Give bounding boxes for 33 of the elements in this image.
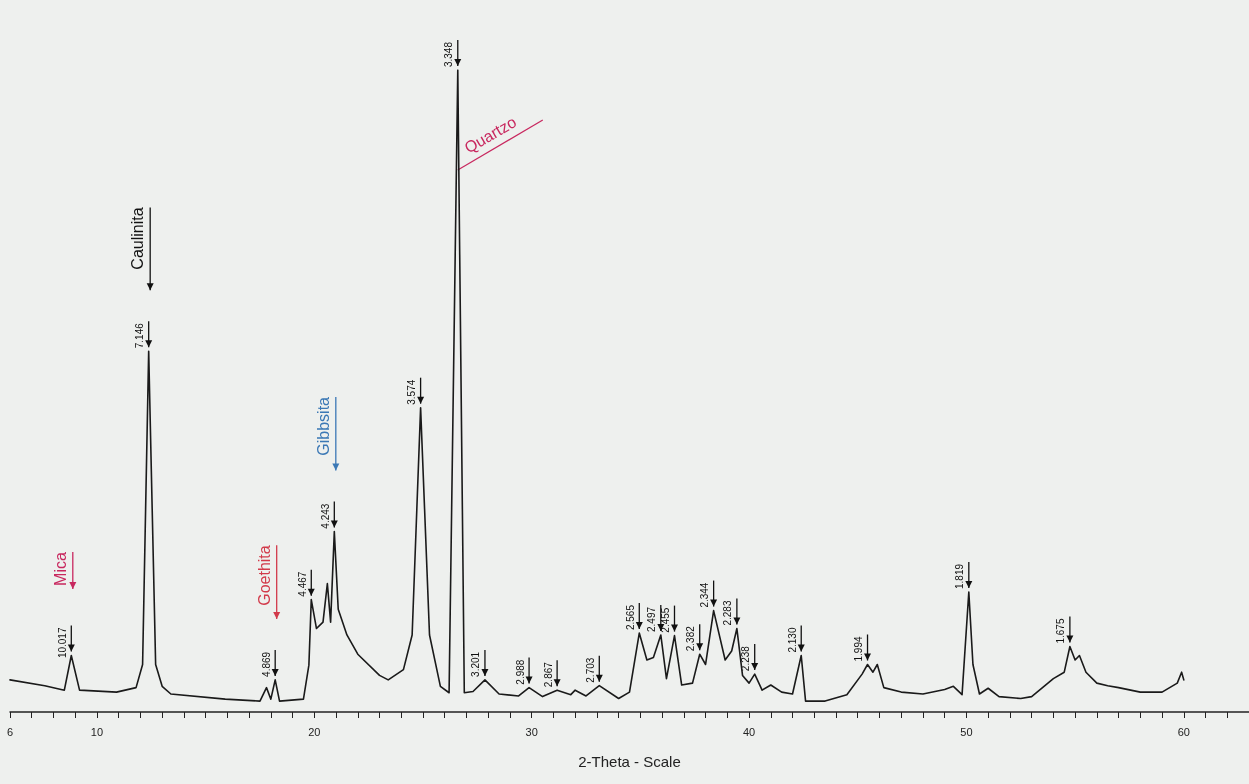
annotation: Mica — [51, 552, 69, 586]
annotation: 3.574 — [406, 379, 418, 405]
x-axis-title: 2-Theta - Scale — [578, 753, 681, 770]
annotation: 2.867 — [542, 661, 554, 688]
annotation: 2.382 — [685, 625, 697, 652]
annotation: 2.283 — [722, 600, 734, 626]
annotation: 2.497 — [646, 606, 658, 632]
x-tick-label: 40 — [742, 725, 756, 738]
annotation: Goethita — [255, 545, 273, 606]
annotation: 2.344 — [699, 582, 711, 608]
annotation: 1.994 — [853, 636, 865, 662]
annotation: 2.703 — [584, 657, 596, 683]
x-tick-label: 6 — [6, 725, 14, 738]
x-tick-label: 20 — [308, 725, 321, 738]
annotation: 1.675 — [1055, 618, 1067, 644]
annotation: 4.467 — [296, 571, 308, 597]
annotation: 3.201 — [470, 651, 482, 677]
x-tick-label: 60 — [1177, 725, 1190, 738]
annotation: 3.348 — [443, 41, 455, 68]
annotation: 10.017 — [56, 627, 68, 659]
annotation: 1.819 — [954, 563, 966, 589]
x-tick-label: 30 — [525, 725, 538, 738]
annotation: 2.455 — [660, 607, 671, 633]
annotation: 4.243 — [319, 503, 331, 529]
annotation: 2.565 — [624, 604, 636, 631]
annotation: 2.988 — [514, 659, 526, 685]
x-tick-label: 10 — [90, 725, 104, 738]
annotation: 4.869 — [260, 651, 272, 677]
x-tick-label: 50 — [960, 725, 973, 738]
annotation: 7.146 — [134, 322, 146, 349]
annotation: 2.130 — [786, 627, 798, 653]
annotation: Gibbsita — [314, 396, 332, 456]
annotation: Caulinita — [129, 207, 147, 270]
